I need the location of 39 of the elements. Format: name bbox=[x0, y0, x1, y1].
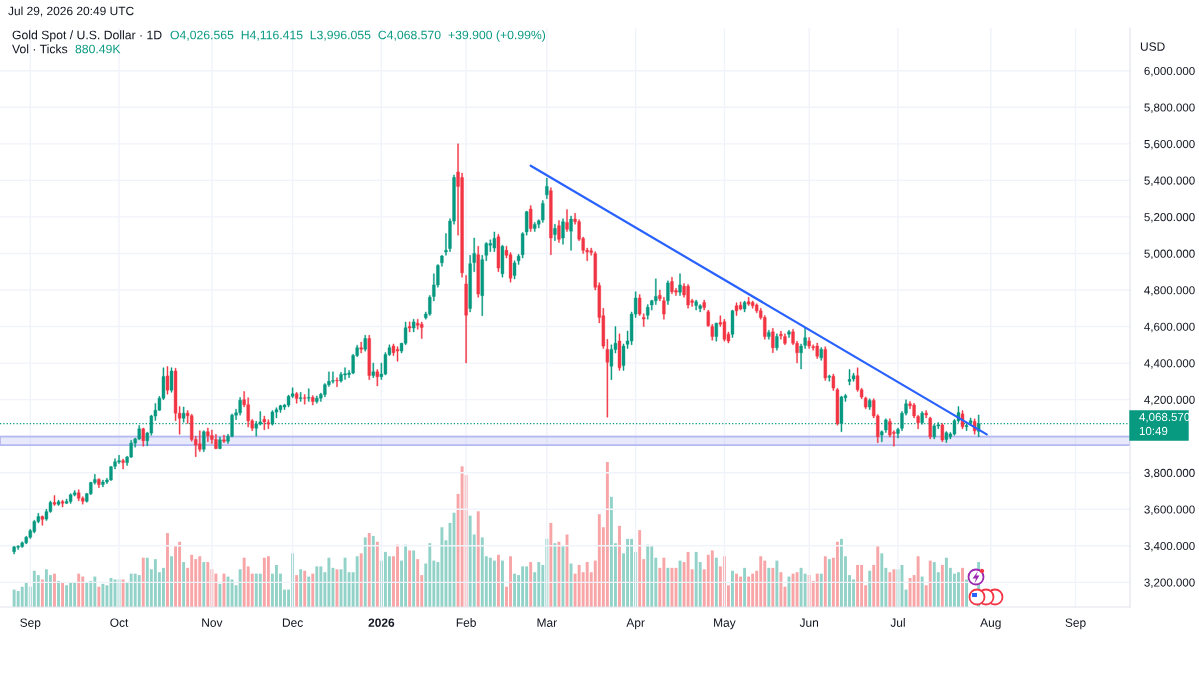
annotation: 880.49K bbox=[75, 44, 121, 54]
y-tick-label: 4,400.000 bbox=[1144, 359, 1195, 369]
y-tick-label: 4,600.000 bbox=[1144, 322, 1195, 333]
x-tick-label: Oct bbox=[110, 618, 129, 627]
x-tick-label: Sep bbox=[20, 618, 41, 630]
x-tick-label: Nov bbox=[202, 618, 223, 627]
y-tick-label: 4,200.000 bbox=[1144, 395, 1195, 406]
y-tick-label: 5,800.000 bbox=[1144, 103, 1195, 113]
x-tick-label: May bbox=[714, 618, 736, 630]
ref-line-label: 4,068.570 bbox=[1139, 412, 1190, 423]
chart-title: Gold Spot / U.S. Dollar · 1D bbox=[12, 30, 162, 42]
y-tick-label: 3,600.000 bbox=[1144, 505, 1195, 515]
annotation: L3,996.055 bbox=[310, 30, 371, 41]
y-tick-label: 5,000.000 bbox=[1144, 249, 1195, 260]
x-tick-label: Jun bbox=[799, 618, 819, 627]
y-tick-label: 3,200.000 bbox=[1144, 578, 1195, 588]
y-tick-label: 5,600.000 bbox=[1144, 139, 1195, 150]
x-tick-label: Feb bbox=[456, 618, 476, 627]
y-tick-label: 6,000.000 bbox=[1144, 66, 1195, 77]
x-tick-label: Apr bbox=[626, 618, 645, 630]
annotation: +39.900 (+0.99%) bbox=[448, 30, 546, 42]
annotation: O4,026.565 bbox=[170, 30, 234, 41]
y-tick-label: 4,800.000 bbox=[1144, 286, 1195, 296]
annotation: H4,116.415 bbox=[241, 30, 303, 41]
y-tick-label: 3,800.000 bbox=[1144, 468, 1195, 479]
x-tick-label: Aug bbox=[980, 618, 1001, 630]
x-tick-label: Dec bbox=[282, 618, 303, 627]
x-tick-label: Mar bbox=[537, 618, 557, 627]
y-tick-label: 5,400.000 bbox=[1144, 176, 1195, 187]
y-tick-label: 3,400.000 bbox=[1144, 541, 1195, 552]
y-tick-label: 5,200.000 bbox=[1144, 213, 1195, 223]
x-tick-label: Sep bbox=[1065, 618, 1086, 630]
text: Jul 29, 2026 20:49 UTC bbox=[8, 6, 134, 17]
y-axis-title: USD bbox=[1140, 42, 1165, 51]
annotation: C4,068.570 bbox=[378, 30, 441, 41]
x-tick-label: 2026 bbox=[368, 618, 395, 627]
x-tick-label: Jul bbox=[890, 618, 905, 627]
chart-title: Vol · Ticks bbox=[12, 44, 68, 54]
text: 10:49 bbox=[1139, 426, 1168, 436]
